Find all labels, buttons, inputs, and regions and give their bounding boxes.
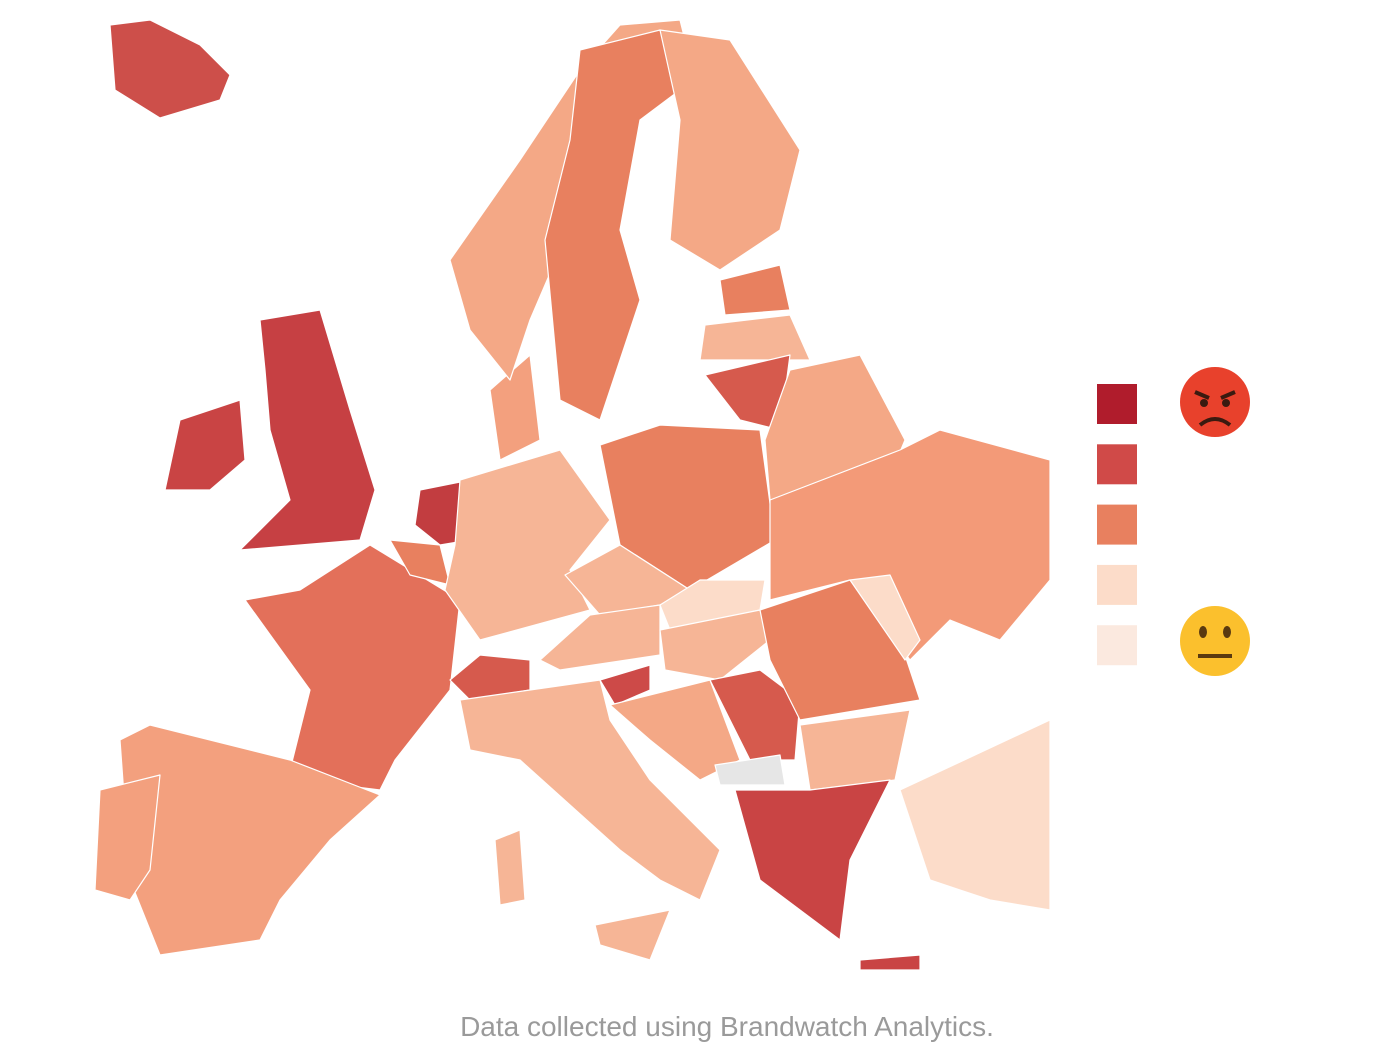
country	[449, 654, 531, 701]
country	[714, 754, 786, 786]
country	[709, 669, 801, 761]
country	[459, 679, 721, 901]
emoji-angry	[1180, 367, 1250, 437]
legend-swatch	[1097, 625, 1137, 666]
country	[239, 309, 376, 551]
country	[94, 774, 161, 901]
country	[544, 29, 681, 421]
country	[719, 264, 791, 316]
country	[799, 709, 911, 791]
country	[769, 429, 1051, 661]
country	[489, 354, 541, 461]
countries	[94, 19, 1051, 971]
legend-swatch	[1097, 504, 1137, 545]
country	[494, 829, 526, 906]
country	[444, 449, 611, 641]
emoji-neutral	[1180, 606, 1250, 676]
country	[244, 544, 461, 791]
country	[119, 724, 381, 956]
country	[659, 609, 771, 681]
country	[599, 664, 651, 706]
legend-swatch	[1097, 444, 1137, 485]
legend-swatch	[1097, 384, 1137, 424]
country	[164, 399, 246, 491]
legend	[1097, 384, 1137, 666]
country	[849, 574, 921, 661]
legend-swatch	[1097, 564, 1137, 605]
country	[734, 779, 891, 941]
country	[659, 579, 766, 631]
country	[659, 29, 801, 271]
country	[109, 19, 231, 119]
country	[594, 909, 671, 961]
country	[699, 314, 811, 361]
country	[859, 954, 921, 971]
country	[899, 719, 1051, 911]
caption: Data collected using Brandwatch Analytic…	[460, 1011, 994, 1042]
